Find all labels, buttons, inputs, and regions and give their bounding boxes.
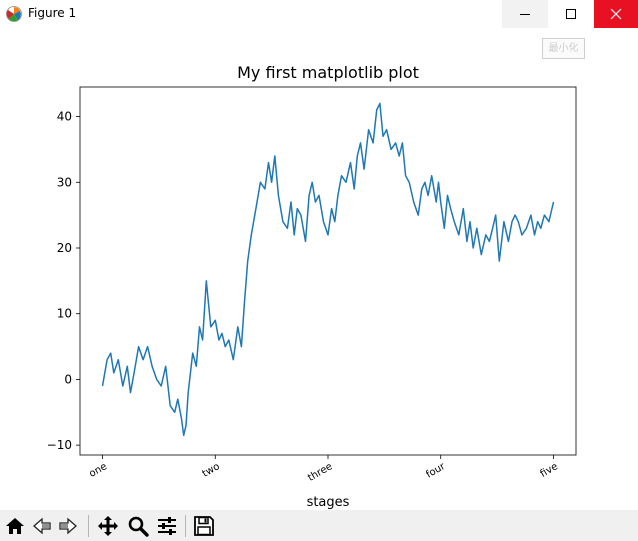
minimize-icon — [520, 14, 530, 15]
y-tick-label: 10 — [57, 307, 72, 321]
x-tick-label: one — [87, 461, 109, 480]
forward-arrow-icon — [59, 517, 77, 535]
figure-canvas[interactable]: −10 0 10 20 30 40 one two three four five My firs… — [0, 28, 638, 510]
back-button[interactable] — [30, 514, 54, 538]
maximize-icon — [566, 9, 576, 19]
save-button[interactable] — [192, 514, 216, 538]
magnifier-icon — [128, 516, 149, 537]
pan-button[interactable] — [96, 514, 120, 538]
navigation-toolbar — [0, 510, 638, 541]
x-axis-label: stages — [307, 495, 350, 510]
configure-subplots-button[interactable] — [155, 514, 179, 538]
zoom-button[interactable] — [126, 514, 150, 538]
maximize-button[interactable] — [548, 0, 594, 28]
window-title: Figure 1 — [28, 6, 77, 20]
toolbar-separator — [185, 515, 186, 537]
close-icon — [610, 8, 622, 20]
home-icon — [6, 518, 24, 534]
x-tick-label: five — [539, 461, 560, 480]
x-tick-label: three — [306, 461, 334, 484]
sliders-icon — [158, 517, 176, 535]
line-chart: −10 0 10 20 30 40 one two three four five My firs… — [47, 63, 577, 510]
back-arrow-icon — [33, 517, 51, 535]
y-tick-label: 20 — [57, 241, 72, 255]
y-tick-label: 40 — [57, 110, 72, 124]
series-line — [101, 102, 555, 437]
y-tick-label: −10 — [47, 438, 72, 452]
forward-button[interactable] — [56, 514, 80, 538]
move-icon — [98, 516, 118, 536]
close-button[interactable] — [594, 0, 638, 28]
home-button[interactable] — [3, 514, 27, 538]
x-tick-label: two — [200, 461, 221, 480]
chart-title: My first matplotlib plot — [237, 63, 419, 82]
minimize-tooltip: 最小化 — [542, 38, 585, 59]
minimize-button[interactable] — [502, 0, 548, 28]
matplotlib-icon — [6, 6, 22, 22]
title-bar[interactable]: Figure 1 — [0, 0, 638, 28]
y-tick-label: 30 — [57, 175, 72, 189]
y-tick-label: 0 — [64, 372, 72, 386]
axes-frame — [79, 86, 577, 456]
x-tick-label: four — [424, 461, 448, 481]
floppy-disk-icon — [194, 516, 214, 536]
toolbar-separator — [88, 515, 89, 537]
